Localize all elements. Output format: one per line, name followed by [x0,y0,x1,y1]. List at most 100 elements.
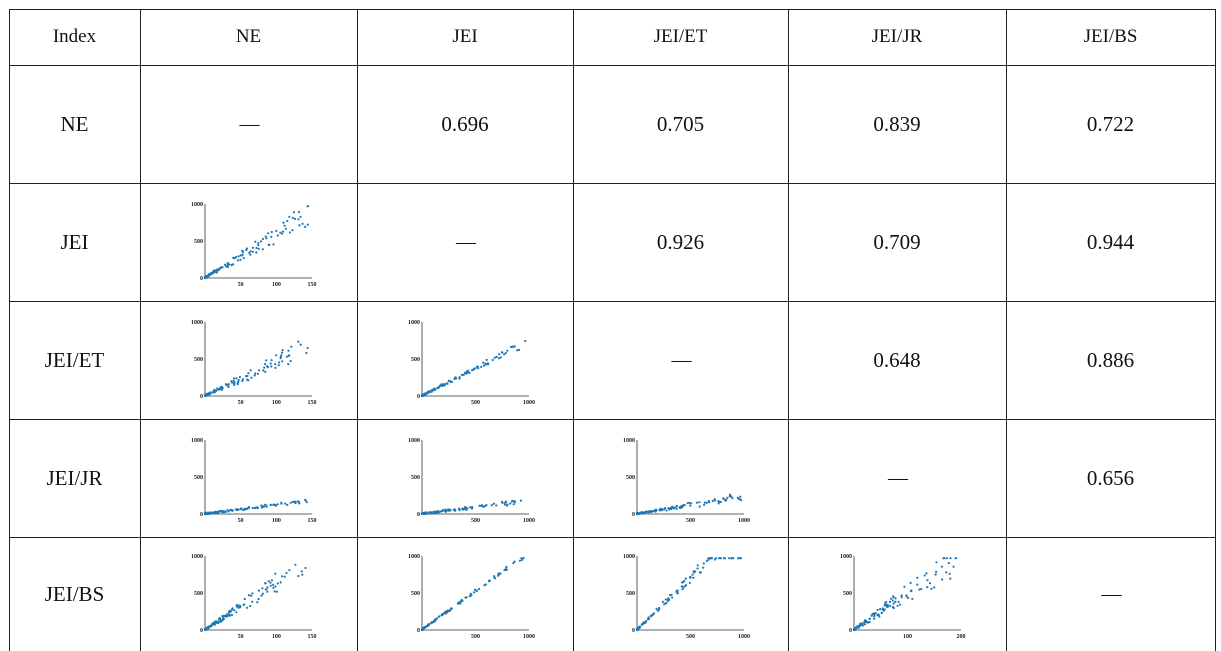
scatter-point [218,268,221,271]
scatter-point [260,505,263,508]
scatter-point [447,508,450,511]
y-tick-label: 0 [200,628,203,634]
scatter-point [940,565,943,568]
scatter-point [272,243,275,246]
scatter-point [889,604,892,607]
scatter-point [883,604,886,607]
scatter-point [265,588,268,591]
scatter-point [675,507,678,510]
scatter-point [655,607,658,611]
y-tick-label: 1000 [191,438,203,444]
y-tick-label: 1000 [840,554,852,560]
scatter-point [274,585,277,588]
scatter-point [217,511,220,514]
table-vertical-rule [140,9,141,651]
table-vertical-rule [1006,9,1007,651]
scatter-point [279,581,282,584]
scatter-point [863,623,867,626]
scatter-point [230,263,233,267]
scatter-point [291,229,294,232]
scatter-point [287,354,290,357]
scatter-point [253,374,256,377]
column-header-jei-bs: JEI/BS [1083,26,1138,47]
scatter-point [467,369,470,372]
column-header-jei-jr: JEI/JR [871,26,923,47]
scatter-point [863,621,866,624]
scatter-point [227,612,230,615]
scatter-point [491,358,494,362]
scatter-point [241,379,244,383]
scatter-point [259,240,263,243]
scatter-point [275,354,278,357]
scatter-point [722,497,725,500]
scatter-point [291,500,294,503]
scatter-point [475,589,478,592]
scatter-point [935,561,938,564]
scatter-point [644,620,647,623]
y-tick-label: 500 [194,475,203,481]
scatter-point [669,507,672,510]
scatter-point [272,583,275,586]
scatter-point [941,578,944,581]
scatter-point [454,376,457,379]
scatter-point [692,570,695,573]
row-header-ne: NE [60,111,89,136]
scatter-point [276,582,279,585]
scatter-point [636,512,639,516]
scatter-plot: 500 1000 0 500 1000 [408,320,535,406]
table-vertical-rule [9,9,10,651]
scatter-point [490,504,493,507]
scatter-point [441,509,444,512]
scatter-point [504,351,507,355]
scatter-point [213,390,216,394]
scatter-point [257,244,260,247]
scatter-point [905,594,908,597]
x-tick-label: 500 [471,400,480,406]
scatter-point [257,247,260,250]
x-tick-label: 500 [686,518,695,524]
scatter-cell: 500 1000 0 500 1000 [573,537,788,651]
scatter-point [945,571,948,574]
table-vertical-rule [788,9,789,651]
scatter-point [434,511,437,514]
scatter-point [916,576,919,579]
scatter-point [429,390,432,393]
scatter-point [245,248,248,252]
x-tick-label: 1000 [738,634,750,640]
scatter-point [468,371,471,374]
scatter-point [522,557,525,560]
scatter-point [217,620,220,623]
diagonal-dash: — [456,230,476,253]
scatter-point [269,503,272,507]
scatter-point [675,504,678,508]
scatter-point [421,394,424,398]
scatter-point [717,502,720,505]
scatter-point [476,365,480,369]
scatter-point [277,364,280,367]
scatter-point [880,611,883,615]
y-tick-label: 0 [632,628,635,634]
scatter-point [942,557,945,560]
scatter-point [240,254,243,257]
scatter-point [524,339,527,343]
scatter-point [695,501,698,504]
scatter-point [208,511,211,514]
scatter-point [694,570,697,573]
plot-axes [636,556,744,631]
scatter-point [952,565,955,568]
y-tick-label: 0 [849,628,852,634]
x-tick-label: 1000 [523,518,535,524]
table-horizontal-rule [9,301,1215,302]
column-header-jei-et: JEI/ET [653,26,708,47]
x-tick-label: 100 [272,282,281,288]
scatter-point [278,361,281,364]
scatter-point [501,501,504,504]
scatter-point [292,211,295,214]
scatter-point [480,365,483,368]
scatter-point [246,374,249,378]
scatter-point [708,501,711,504]
scatter-point [264,582,267,585]
scatter-point [711,499,714,503]
scatter-point [945,557,948,560]
scatter-point [933,586,936,589]
